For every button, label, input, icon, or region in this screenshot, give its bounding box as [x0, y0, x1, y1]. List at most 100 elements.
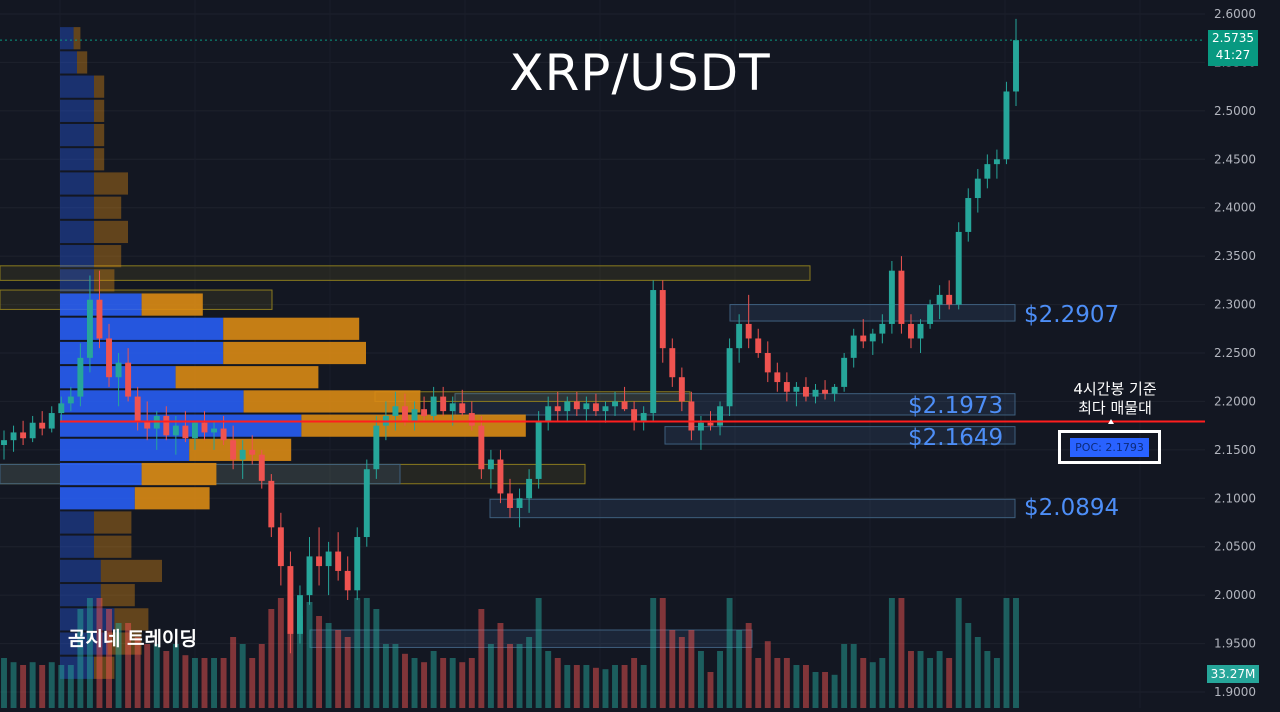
candle-body — [39, 422, 46, 429]
volume-bar — [793, 665, 800, 708]
volume-profile-bar — [175, 366, 319, 389]
candle-body — [879, 323, 886, 334]
volume-bar — [382, 644, 389, 708]
volume-bar — [172, 644, 179, 708]
volume-bar — [516, 644, 523, 708]
candle-body — [564, 401, 571, 412]
level-label: $2.1973 — [908, 393, 1004, 419]
volume-profile-bar — [94, 99, 105, 122]
volume-bar — [440, 658, 447, 708]
candle-body — [106, 338, 112, 378]
volume-bar — [612, 665, 618, 708]
candle-body — [134, 396, 141, 421]
candle-body — [268, 480, 275, 528]
volume-bar — [373, 609, 380, 708]
candle-body — [850, 335, 857, 358]
volume-profile-bar — [223, 317, 360, 340]
candle-body — [440, 396, 447, 412]
volume-bar — [736, 630, 743, 708]
volume-bar — [812, 672, 819, 708]
volume-bar — [354, 598, 361, 708]
y-tick-label: 2.2500 — [1214, 346, 1256, 360]
candle-body — [545, 406, 552, 421]
candle-body — [984, 164, 991, 179]
candle-body — [77, 357, 84, 397]
volume-profile-bar — [60, 438, 190, 461]
volume-profile-bar — [77, 51, 88, 74]
volume-bar — [803, 665, 809, 708]
chart-title: XRP/USDT — [509, 44, 771, 102]
volume-bar — [860, 658, 867, 708]
zone-box — [729, 304, 1016, 322]
y-tick-label: 2.1500 — [1214, 443, 1256, 457]
volume-profile-bar — [60, 245, 94, 268]
candle-body — [96, 299, 103, 339]
candle-body — [487, 459, 494, 470]
poc-pointer — [1108, 419, 1114, 424]
candle-body — [211, 428, 217, 433]
candle-body — [239, 449, 246, 460]
candle-body — [468, 413, 475, 426]
volume-profile-bar — [243, 390, 421, 413]
volume-profile-bar — [60, 317, 224, 340]
candle-body — [650, 290, 657, 414]
y-tick-label: 2.6000 — [1214, 7, 1256, 21]
volume-profile-bar — [94, 196, 122, 219]
candle-body — [430, 396, 437, 416]
candle-body — [115, 362, 122, 378]
candle-body — [1, 440, 7, 446]
y-tick-label: 2.0000 — [1214, 588, 1256, 602]
volume-profile-bar — [60, 487, 135, 510]
poc-note-line: 4시간봉 기준 — [1073, 380, 1157, 398]
volume-bar — [77, 609, 84, 708]
candle-body — [793, 386, 800, 392]
volume-bar — [335, 630, 342, 708]
candle-body — [125, 362, 132, 397]
volume-profile-bar — [60, 535, 94, 558]
poc-label: POC: 2.1793 — [1070, 437, 1149, 457]
volume-bar — [86, 598, 93, 708]
y-tick-label: 2.2000 — [1214, 394, 1256, 408]
volume-bar — [459, 662, 466, 708]
volume-profile-bar — [60, 390, 244, 413]
candle-body — [707, 422, 714, 426]
volume-bar — [1003, 598, 1010, 708]
volume-bar — [583, 665, 590, 708]
volume-bar — [936, 651, 943, 708]
volume-profile-bar — [60, 148, 94, 171]
candle-body — [58, 403, 65, 414]
volume-profile-bar — [60, 220, 94, 244]
volume-bar — [287, 598, 294, 708]
zone-box — [0, 265, 811, 281]
candle-body — [783, 382, 790, 392]
volume-bar — [669, 630, 676, 708]
candle-body — [507, 493, 513, 508]
volume-bar — [125, 623, 132, 708]
volume-profile-bar — [94, 511, 132, 534]
volume-profile-bar — [60, 414, 302, 437]
volume-bar — [965, 623, 972, 708]
candle-body — [612, 401, 618, 407]
candle-body — [191, 422, 198, 439]
candle-body — [402, 406, 408, 421]
candle-body — [697, 422, 704, 431]
volume-bar — [564, 665, 571, 708]
candle-body — [535, 420, 542, 479]
current-price: 2.5735 — [1212, 31, 1254, 45]
candle-body — [898, 270, 905, 324]
candle-body — [869, 333, 876, 342]
zone-box — [664, 426, 1016, 445]
volume-bar — [392, 644, 399, 708]
volume-bar — [974, 637, 981, 708]
volume-bar — [306, 602, 313, 708]
candle-body — [1013, 40, 1019, 92]
volume-bar — [344, 637, 351, 708]
volume-bar — [545, 651, 552, 708]
candle-body — [736, 323, 743, 349]
volume-bar — [39, 665, 46, 708]
volume-bar — [277, 598, 284, 708]
volume-bar — [96, 598, 103, 708]
volume-bar — [631, 658, 638, 708]
